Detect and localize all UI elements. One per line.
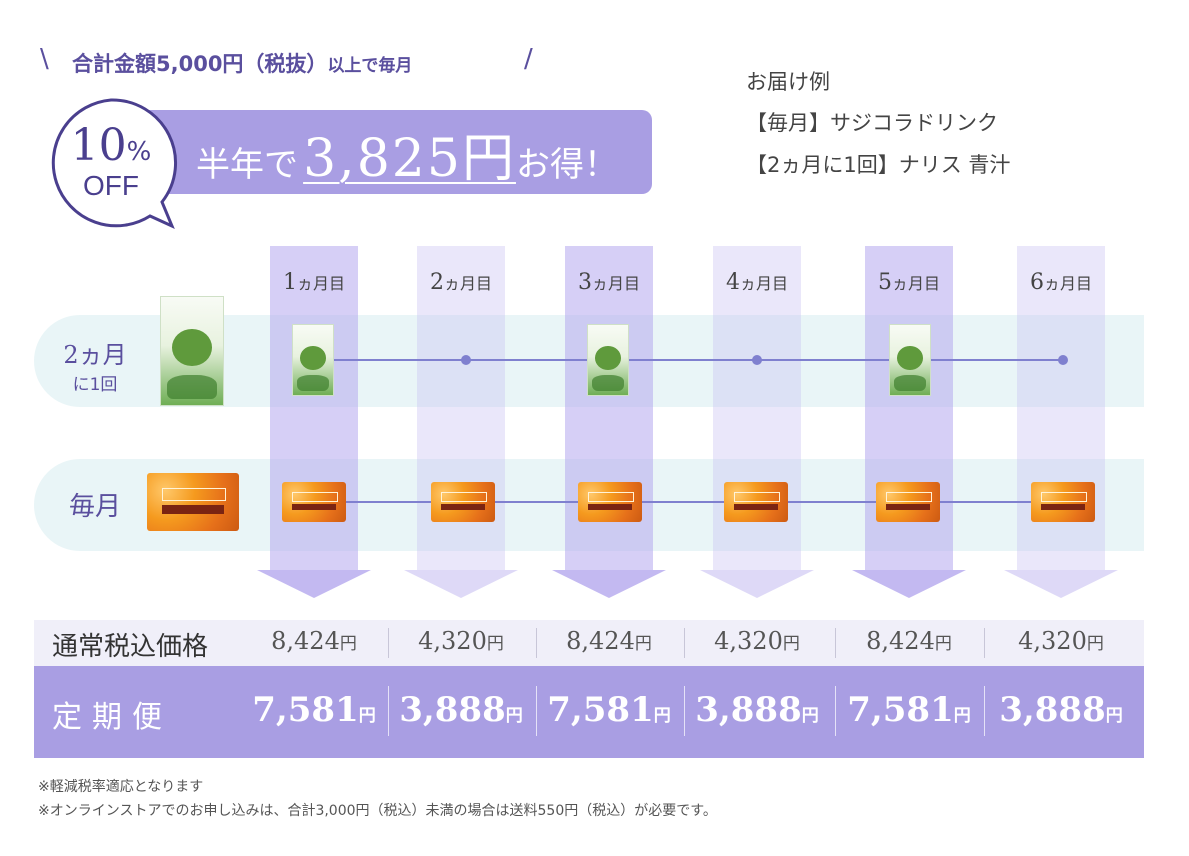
slash-left: \ — [40, 44, 49, 74]
aojiru-product-image — [292, 324, 334, 396]
aojiru-product-image — [587, 324, 629, 396]
month-number: 3 — [577, 270, 592, 295]
month-label-1: 1ヵ月目 — [270, 270, 358, 295]
drink-product-image — [431, 482, 495, 522]
column-divider — [684, 628, 685, 658]
column-divider — [835, 628, 836, 658]
column-divider — [388, 628, 389, 658]
timeline-dot — [1058, 355, 1068, 365]
subscription-price-row — [34, 666, 1144, 758]
regular-price-1: 8,424円 — [271, 627, 357, 655]
headline: 合計金額5,000円（税抜）以上で毎月 — [72, 48, 412, 78]
drink-product-image — [578, 482, 642, 522]
subscription-price-1: 7,581円 — [252, 690, 376, 730]
arrow-down-icon — [852, 570, 966, 598]
month-number: 5 — [877, 270, 892, 295]
month-number: 4 — [725, 270, 740, 295]
subscription-price-2: 3,888円 — [399, 690, 523, 730]
subscription-price-4: 3,888円 — [695, 690, 819, 730]
monthly-label: 毎月 — [68, 492, 121, 522]
regular-price-4: 4,320円 — [714, 627, 800, 655]
column-divider — [684, 686, 685, 736]
month-label-5: 5ヵ月目 — [865, 270, 953, 295]
bimonthly-connector — [314, 359, 1064, 361]
drink-product-image — [1031, 482, 1095, 522]
monthly-connector — [314, 501, 1069, 503]
aojiru-product-image — [889, 324, 931, 396]
month-label-3: 3ヵ月目 — [565, 270, 653, 295]
regular-price-6: 4,320円 — [1018, 627, 1104, 655]
example-title: お届け例 — [746, 70, 830, 94]
bimonthly-label: 2ヵ月 に1回 — [50, 335, 140, 395]
example-line-monthly: 【毎月】サジコラドリンク — [746, 111, 998, 135]
regular-price-2: 4,320円 — [418, 627, 504, 655]
subscription-price-3: 7,581円 — [547, 690, 671, 730]
month-number: 1 — [282, 270, 297, 295]
month-label-4: 4ヵ月目 — [713, 270, 801, 295]
month-suffix: ヵ月目 — [739, 274, 788, 293]
drink-product-image — [724, 482, 788, 522]
headline-tail: 以上で毎月 — [327, 56, 413, 76]
discount-number: 10 — [70, 120, 127, 171]
column-divider — [984, 628, 985, 658]
savings-text: 半年で 3,825円お得！ — [196, 116, 618, 191]
column-divider — [536, 686, 537, 736]
savings-pre: 半年で — [196, 145, 298, 185]
month-number: 2 — [429, 270, 444, 295]
subscription-price-6: 3,888円 — [999, 690, 1123, 730]
regular-price-row — [34, 620, 1144, 666]
month-suffix: ヵ月目 — [443, 274, 492, 293]
headline-main: 合計金額5,000円（税抜） — [72, 52, 328, 76]
savings-post: お得！ — [515, 145, 618, 185]
month-suffix: ヵ月目 — [591, 274, 640, 293]
month-number: 6 — [1029, 270, 1044, 295]
arrow-down-icon — [1004, 570, 1118, 598]
month-suffix: ヵ月目 — [1043, 274, 1092, 293]
discount-percent: 10% — [56, 120, 166, 171]
drink-product-image — [282, 482, 346, 522]
example-line-bimonthly: 【2ヵ月に1回】ナリス 青汁 — [746, 153, 1011, 177]
savings-amount: 3,825円 — [303, 129, 516, 189]
note-tax: ※軽減税率適応となります — [38, 779, 204, 795]
bimonthly-label-bottom: に1回 — [72, 375, 118, 395]
savings-banner — [110, 110, 652, 194]
arrow-down-icon — [404, 570, 518, 598]
regular-price-label: 通常税込価格 — [52, 632, 209, 662]
month-suffix: ヵ月目 — [891, 274, 940, 293]
timeline-dot — [461, 355, 471, 365]
discount-bubble-icon — [51, 98, 177, 229]
column-divider — [536, 628, 537, 658]
month-label-6: 6ヵ月目 — [1017, 270, 1105, 295]
bimonthly-label-top: 2ヵ月 — [63, 341, 127, 369]
aojiru-product-image — [160, 296, 224, 406]
drink-product-image — [147, 473, 239, 531]
arrow-down-icon — [552, 570, 666, 598]
arrow-down-icon — [700, 570, 814, 598]
note-shipping: ※オンラインストアでのお申し込みは、合計3,000円（税込）未満の場合は送料55… — [38, 803, 717, 819]
regular-price-3: 8,424円 — [566, 627, 652, 655]
column-divider — [835, 686, 836, 736]
regular-price-5: 8,424円 — [866, 627, 952, 655]
discount-off: OFF — [83, 170, 139, 201]
arrow-down-icon — [257, 570, 371, 598]
column-divider — [984, 686, 985, 736]
month-label-2: 2ヵ月目 — [417, 270, 505, 295]
percent-sign: % — [126, 137, 152, 167]
timeline-dot — [752, 355, 762, 365]
drink-product-image — [876, 482, 940, 522]
subscription-price-5: 7,581円 — [847, 690, 971, 730]
slash-right: / — [524, 44, 533, 74]
column-divider — [388, 686, 389, 736]
month-suffix: ヵ月目 — [296, 274, 345, 293]
subscription-label: 定期便 — [52, 700, 172, 735]
